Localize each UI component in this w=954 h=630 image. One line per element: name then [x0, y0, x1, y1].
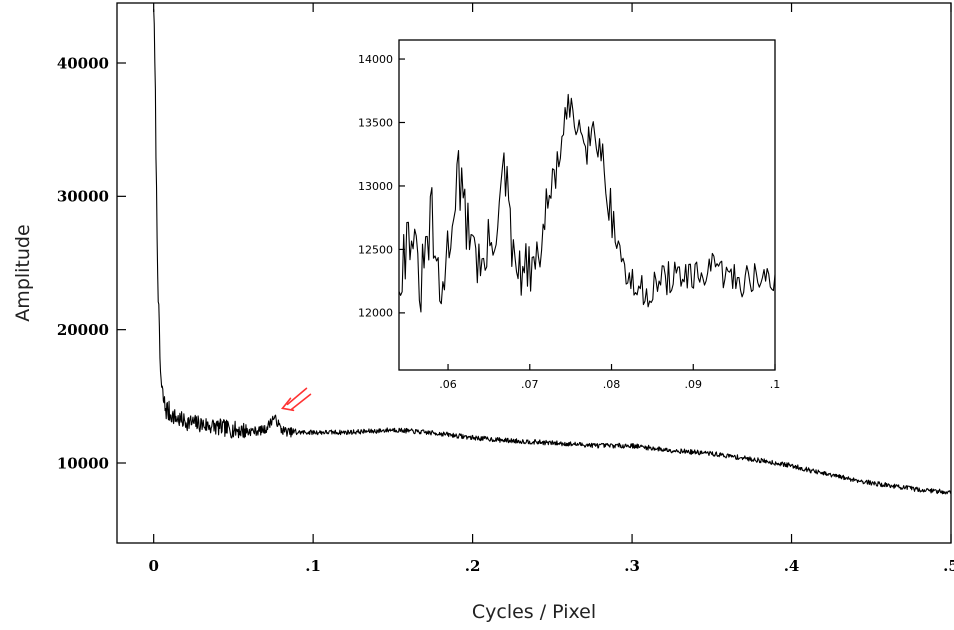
inset-y-tick-label: 12000 [358, 307, 393, 320]
inset-y-tick-label: 13500 [358, 116, 393, 129]
main-x-axis-label: Cycles / Pixel [472, 601, 596, 623]
main-y-tick-label: 30000 [57, 188, 109, 206]
inset-frame [398, 39, 776, 371]
inset-x-tick-label: .09 [685, 378, 703, 391]
main-y-tick-label: 10000 [57, 454, 109, 472]
main-x-tick-label: .2 [465, 557, 481, 575]
main-y-tick-label: 20000 [57, 321, 109, 339]
red-arrow-annotation [281, 387, 312, 412]
main-x-tick-label: .5 [943, 557, 954, 575]
inset-x-tick-label: .07 [521, 378, 539, 391]
main-x-tick-label: .3 [624, 557, 640, 575]
inset-series-line [398, 93, 776, 313]
inset-x-tick-label: .08 [603, 378, 621, 391]
inset-y-tick-label: 14000 [358, 53, 393, 66]
inset-y-tick-label: 12500 [358, 243, 393, 256]
main-plot: 0 .1 .2 .3 .4 .5 10000 20000 30000 40000 Cycles / … [12, 2, 954, 623]
main-series-line [153, 9, 952, 495]
main-y-axis-label: Amplitude [12, 224, 34, 321]
inset-x-tick-label: .06 [439, 378, 457, 391]
inset-y-tick-label: 13000 [358, 180, 393, 193]
main-x-tick-label: .1 [305, 557, 321, 575]
main-x-tick-label: 0 [148, 557, 158, 575]
inset-plot: .06 .07 .08 .09 .1 12000 12500 13000 13500 14000 [358, 39, 781, 391]
main-frame [116, 2, 952, 544]
main-y-tick-label: 40000 [57, 54, 109, 72]
inset-x-tick-label: .1 [770, 378, 781, 391]
main-x-tick-label: .4 [784, 557, 800, 575]
